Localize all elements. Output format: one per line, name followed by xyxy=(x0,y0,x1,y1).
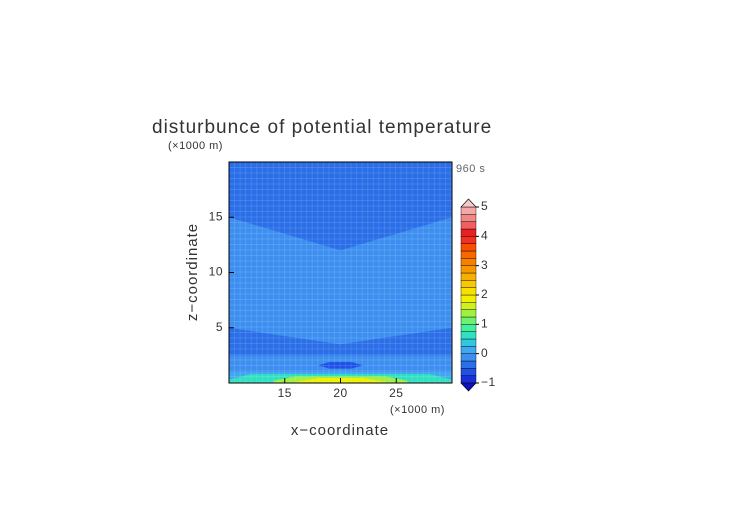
colorbar-band xyxy=(460,214,477,222)
x-tick-label: 15 xyxy=(278,386,292,400)
colorbar-extend-high xyxy=(460,198,477,208)
colorbar-band xyxy=(460,280,477,288)
y-tick-label: 5 xyxy=(216,320,223,334)
y-unit: (×1000 m) xyxy=(168,140,223,152)
colorbar-band xyxy=(460,331,477,340)
colorbar-band xyxy=(460,287,477,296)
colorbar-band xyxy=(460,338,477,347)
time-label: 960 s xyxy=(456,163,485,175)
colorbar-band xyxy=(460,346,477,354)
colorbar-band xyxy=(460,353,477,362)
colorbar-band xyxy=(460,265,477,274)
colorbar-tick-label: 2 xyxy=(481,287,488,301)
colorbar-band xyxy=(460,243,477,252)
colorbar-band xyxy=(460,294,477,303)
colorbar-band xyxy=(460,302,477,310)
colorbar-band xyxy=(460,221,477,230)
y-tick-label: 10 xyxy=(209,265,223,279)
colorbar-band xyxy=(460,360,477,369)
x-tick-label: 20 xyxy=(333,386,347,400)
colorbar-extend-low xyxy=(460,382,477,392)
contour-region xyxy=(229,217,452,345)
colorbar-tick-label: 3 xyxy=(481,258,488,272)
colorbar-band xyxy=(460,206,477,215)
contour-field xyxy=(229,162,452,383)
colorbar-band xyxy=(460,368,477,376)
y-axis-title: z−coordinate xyxy=(184,223,201,321)
colorbar-tick-label: 1 xyxy=(481,317,488,331)
chart-title: disturbunce of potential temperature xyxy=(152,117,492,138)
y-tick-label: 15 xyxy=(209,209,223,223)
colorbar-band xyxy=(460,309,477,318)
colorbar-band xyxy=(460,228,477,237)
colorbar-band xyxy=(460,258,477,266)
contour-region xyxy=(318,362,363,369)
x-tick-label: 25 xyxy=(389,386,403,400)
colorbar-tick-label: −1 xyxy=(481,375,496,389)
colorbar-band xyxy=(460,316,477,325)
colorbar-band xyxy=(460,250,477,259)
colorbar-tick-label: 0 xyxy=(481,346,488,360)
x-axis-title: x−coordinate xyxy=(291,422,389,439)
colorbar-band xyxy=(460,272,477,281)
colorbar-tick-label: 5 xyxy=(481,199,488,213)
x-unit: (×1000 m) xyxy=(390,404,445,416)
colorbar-tick-label: 4 xyxy=(481,229,488,243)
colorbar-band xyxy=(460,324,477,332)
colorbar-band xyxy=(460,375,477,384)
colorbar-band xyxy=(460,236,477,244)
